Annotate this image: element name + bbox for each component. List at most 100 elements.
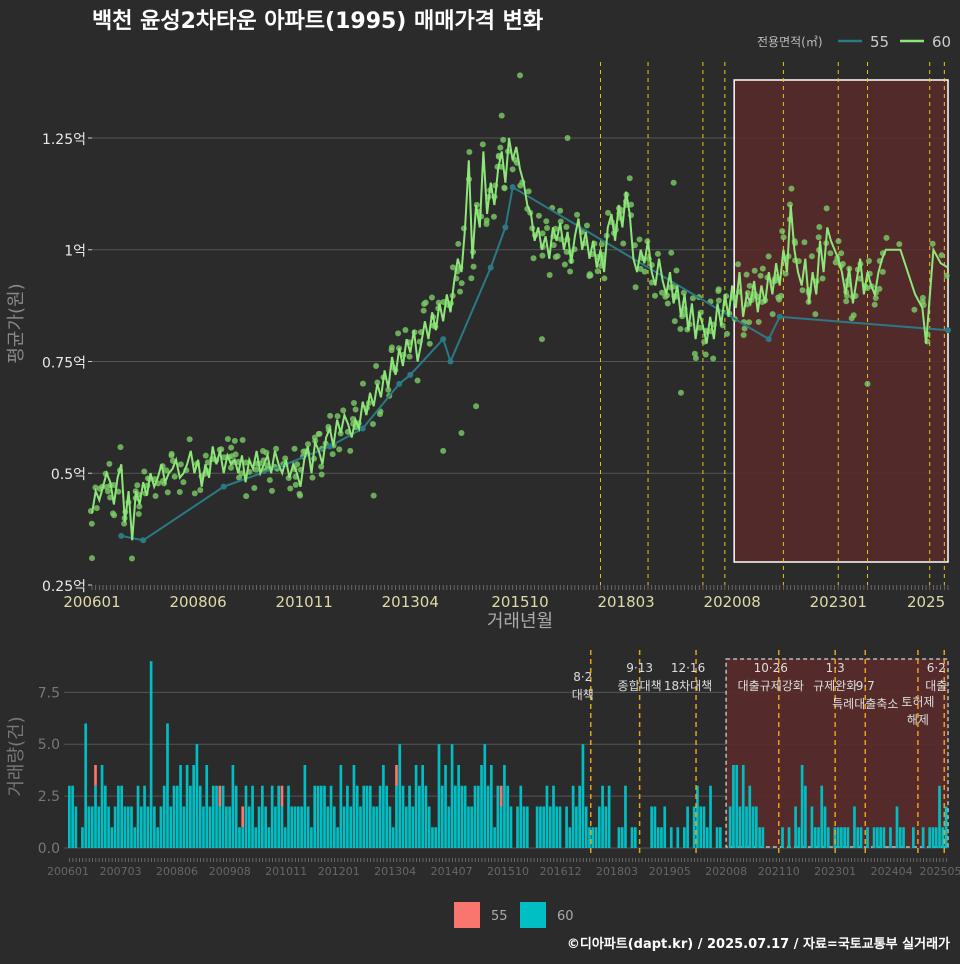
volume-x-tick-label: 200601 <box>47 865 89 878</box>
volume-bar-60 <box>660 827 663 848</box>
trade-point <box>670 179 677 186</box>
series-60-line <box>91 137 949 541</box>
trade-point <box>879 268 886 275</box>
trade-point <box>525 188 532 195</box>
volume-x-tick-label: 201011 <box>265 865 307 878</box>
price-series <box>87 72 951 562</box>
trade-point <box>291 445 298 452</box>
trade-point <box>696 324 703 331</box>
volume-bar-60 <box>542 806 546 848</box>
volume-bar-60 <box>797 827 801 848</box>
chart-title: 백천 윤성2차타운 아파트(1995) 매매가격 변화 <box>92 9 543 34</box>
volume-bar-60 <box>604 806 608 848</box>
volume-bar-60 <box>568 827 572 848</box>
volume-bar-60 <box>516 806 519 848</box>
volume-bar-60 <box>584 806 588 848</box>
volume-bar-60 <box>928 827 932 848</box>
policy-annotation-label: 대책 <box>572 687 594 702</box>
policy-annotation-label: 대출 <box>925 679 947 693</box>
volume-bar-60 <box>938 785 941 848</box>
trade-point <box>421 300 428 307</box>
trade-point <box>677 389 684 396</box>
volume-bar-60 <box>617 827 621 848</box>
volume-bar-60 <box>162 785 166 848</box>
volume-bar-60 <box>306 806 310 848</box>
volume-bar-55 <box>94 764 97 786</box>
volume-bar-60 <box>153 806 156 848</box>
volume-bar-60 <box>522 806 526 848</box>
volume-highlight-period <box>725 658 949 848</box>
volume-bar-60 <box>823 806 827 848</box>
volume-bar-60 <box>738 806 742 848</box>
trade-point <box>228 464 235 471</box>
trade-point <box>171 473 178 480</box>
trade-point <box>228 444 235 451</box>
volume-bar-60 <box>601 785 604 848</box>
trade-point <box>350 399 357 406</box>
trade-point <box>449 264 456 271</box>
trade-point <box>141 468 148 475</box>
series-55-point <box>396 380 403 387</box>
volume-bar-60 <box>296 806 300 848</box>
volume-bar-60 <box>473 785 477 848</box>
series-55-point <box>945 327 951 334</box>
price-y-axis-title: 평균가(원) <box>6 283 27 363</box>
trade-point <box>715 297 722 304</box>
volume-bar-60 <box>941 827 945 848</box>
volume-bar-60 <box>758 827 761 848</box>
trade-point <box>938 252 945 259</box>
trade-point <box>500 136 507 143</box>
volume-bar-60 <box>395 785 398 848</box>
price-x-tick-label: 202301 <box>810 593 867 611</box>
volume-bar-60 <box>745 806 748 848</box>
trade-point <box>530 255 537 262</box>
volume-bar-60 <box>228 806 231 848</box>
volume-bar-60 <box>398 744 402 848</box>
volume-bar-60 <box>113 806 117 848</box>
trade-point <box>835 238 842 245</box>
trade-point <box>801 239 808 246</box>
policy-annotation-date: 9·13 <box>626 661 653 675</box>
volume-bar-60 <box>463 785 467 848</box>
trade-point <box>164 489 171 496</box>
trade-point <box>490 213 497 220</box>
volume-x-tick-label: 200908 <box>209 865 251 878</box>
volume-bar-60 <box>889 827 892 848</box>
volume-bar-60 <box>879 827 882 848</box>
volume-bar-60 <box>912 827 915 848</box>
volume-bar-60 <box>761 827 765 848</box>
trade-point <box>724 330 731 337</box>
trade-point <box>251 485 258 492</box>
trade-point <box>115 488 122 495</box>
trade-point <box>253 466 260 473</box>
trade-point <box>740 332 747 339</box>
volume-bar-60 <box>126 806 130 848</box>
volume-bar-60 <box>663 806 667 848</box>
volume-bar-60 <box>431 827 434 848</box>
volume-bar-60 <box>921 827 925 848</box>
trade-point <box>483 221 490 228</box>
volume-bar-60 <box>277 785 281 848</box>
volume-bar-60 <box>571 785 575 848</box>
volume-bar-60 <box>709 785 712 848</box>
price-x-tick-label: 201304 <box>382 593 439 611</box>
volume-bar-60 <box>483 744 487 848</box>
volume-bar-60 <box>293 806 297 848</box>
volume-bar-60 <box>683 827 686 848</box>
volume-bar-60 <box>486 785 490 848</box>
trade-point <box>715 288 722 295</box>
trade-point <box>498 112 505 119</box>
trade-point <box>238 470 245 477</box>
volume-bar-60 <box>205 764 209 848</box>
volume-bar-60 <box>329 785 333 848</box>
volume-bar-60 <box>476 785 480 848</box>
trade-point <box>765 253 772 260</box>
trade-point <box>136 503 143 510</box>
trade-point <box>373 363 380 370</box>
trade-point <box>743 271 750 278</box>
volume-bar-60 <box>87 806 91 848</box>
volume-bar-60 <box>166 723 169 848</box>
trade-point <box>751 267 758 274</box>
volume-bar-60 <box>895 806 899 848</box>
volume-bar-60 <box>71 785 74 848</box>
